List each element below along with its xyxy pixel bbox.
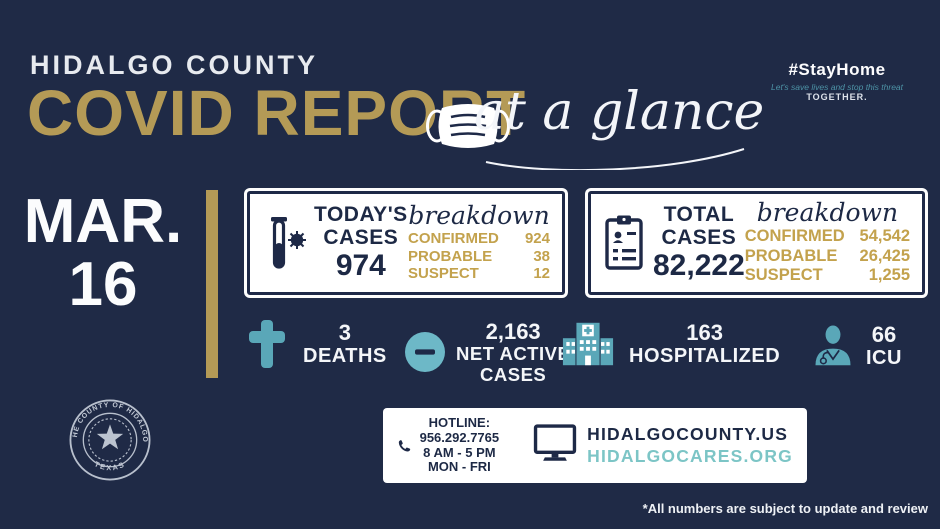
stayhome-together: TOGETHER.: [806, 92, 868, 102]
clipboard-icon: [605, 215, 643, 270]
todays-cases-label: TODAY'S CASES 974: [314, 203, 408, 282]
stat-deaths: 3 DEATHS: [247, 318, 387, 370]
todays-breakdown: breakdown CONFIRMED 924 PROBABLE 38 SUSP…: [408, 203, 550, 283]
breakdown-label: CONFIRMED: [408, 229, 499, 247]
stat-text: 66 ICU: [866, 322, 902, 370]
todays-label-line2: CASES: [323, 225, 399, 249]
net-active-value: 2,163: [485, 319, 541, 344]
date-day: 16: [68, 250, 138, 320]
hidalgo-county-seal: THE COUNTY OF HIDALGO TEXAS: [64, 394, 151, 481]
phone-icon: [398, 439, 411, 451]
stat-text: 3 DEATHS: [303, 319, 387, 368]
hospitalized-label: HOSPITALIZED: [629, 345, 781, 368]
icu-value: 66: [871, 322, 897, 347]
breakdown-label: SUSPECT: [744, 266, 823, 285]
breakdown-value: 12: [533, 265, 550, 283]
breakdown-value: 38: [533, 247, 550, 265]
total-label-line2: CASES: [661, 225, 737, 249]
websites-block: HIDALGOCOUNTY.US HIDALGOCARES.ORG: [587, 424, 793, 468]
todays-cases-value: 974: [335, 248, 386, 282]
hospital-icon: [562, 322, 614, 366]
breakdown-row-confirmed: CONFIRMED 54,542: [745, 227, 910, 246]
total-cases-label: TOTAL CASES 82,222: [653, 203, 745, 282]
stat-icu: 66 ICU: [812, 322, 902, 370]
at-a-glance-script: at a glance: [474, 82, 765, 142]
monitor-icon-wrap: [533, 422, 577, 469]
hotline-hours: 8 AM - 5 PM: [423, 444, 496, 460]
breakdown-value: 26,425: [859, 246, 910, 265]
breakdown-row-probable: PROBABLE 26,425: [745, 247, 910, 266]
net-active-label: NET ACTIVE: [456, 343, 571, 365]
website-secondary[interactable]: HIDALGOCARES.ORG: [587, 445, 793, 466]
report-date: MAR. 16: [12, 187, 194, 320]
breakdown-value: 1,255: [868, 266, 910, 285]
breakdown-label: PROBABLE: [408, 247, 493, 265]
seal-star: [96, 424, 124, 450]
icu-label: ICU: [866, 347, 902, 370]
breakdown-label: PROBABLE: [744, 246, 838, 265]
computer-monitor-icon: [533, 424, 577, 461]
breakdown-label: CONFIRMED: [744, 227, 845, 246]
hotline-title: HOTLINE:: [428, 414, 491, 430]
net-active-label2: CASES: [480, 363, 547, 385]
breakdown-script-title: breakdown: [756, 198, 899, 228]
disclaimer-note: *All numbers are subject to update and r…: [642, 501, 928, 516]
todays-cases-card: TODAY'S CASES 974 breakdown CONFIRMED 92…: [247, 191, 565, 295]
breakdown-row-probable: PROBABLE 38: [408, 248, 550, 266]
tagline-swash-flourish: [485, 148, 745, 170]
test-tube-icon: [271, 217, 306, 269]
stayhome-hashtag: #StayHome: [788, 60, 886, 79]
doctor-icon: [815, 325, 851, 366]
breakdown-value: 924: [524, 229, 550, 247]
total-cases-card: TOTAL CASES 82,222 breakdown CONFIRMED 5…: [588, 191, 925, 295]
hotline-days: MON - FRI: [427, 459, 491, 475]
breakdown-label: SUSPECT: [408, 265, 479, 283]
total-cases-value: 82,222: [653, 248, 745, 282]
hotline-card: HOTLINE: 956.292.7765 8 AM - 5 PM MON - …: [383, 408, 807, 483]
stayhome-tagline: Let's save lives and stop this threat: [770, 82, 904, 92]
stayhome-block: #StayHome Let's save lives and stop this…: [748, 60, 926, 102]
deaths-label: DEATHS: [303, 345, 387, 368]
breakdown-script-title: breakdown: [408, 200, 550, 230]
svg-text:TEXAS: TEXAS: [93, 459, 127, 472]
total-label-line1: TOTAL: [663, 203, 735, 227]
gold-divider-bar: [206, 190, 218, 378]
total-breakdown: breakdown CONFIRMED 54,542 PROBABLE 26,4…: [745, 200, 910, 285]
county-name: HIDALGO COUNTY: [30, 50, 318, 80]
hotline-text-block: HOTLINE: 956.292.7765 8 AM - 5 PM MON - …: [419, 414, 500, 475]
breakdown-row-confirmed: CONFIRMED 924: [408, 230, 550, 248]
face-mask-icon: [426, 104, 510, 148]
stat-text: 163 HOSPITALIZED: [629, 319, 781, 368]
seal-bottom-text: TEXAS: [93, 459, 125, 472]
stat-text: 2,163 NET ACTIVE CASES: [456, 319, 571, 385]
breakdown-value: 54,542: [859, 227, 910, 246]
breakdown-row-suspect: SUSPECT 12: [408, 265, 550, 283]
minus-circle-icon: [405, 332, 445, 373]
hospitalized-value: 163: [686, 319, 723, 345]
deaths-value: 3: [338, 319, 351, 345]
website-primary[interactable]: HIDALGOCOUNTY.US: [587, 423, 789, 444]
cross-icon: [249, 320, 285, 368]
stat-hospitalized: 163 HOSPITALIZED: [561, 320, 780, 368]
date-month: MAR.: [23, 187, 183, 256]
breakdown-row-suspect: SUSPECT 1,255: [745, 266, 910, 285]
todays-label-line1: TODAY'S: [314, 203, 408, 227]
hotline-phone-number: 956.292.7765: [419, 429, 500, 445]
stat-net-active-cases: 2,163 NET ACTIVE CASES: [404, 319, 571, 385]
